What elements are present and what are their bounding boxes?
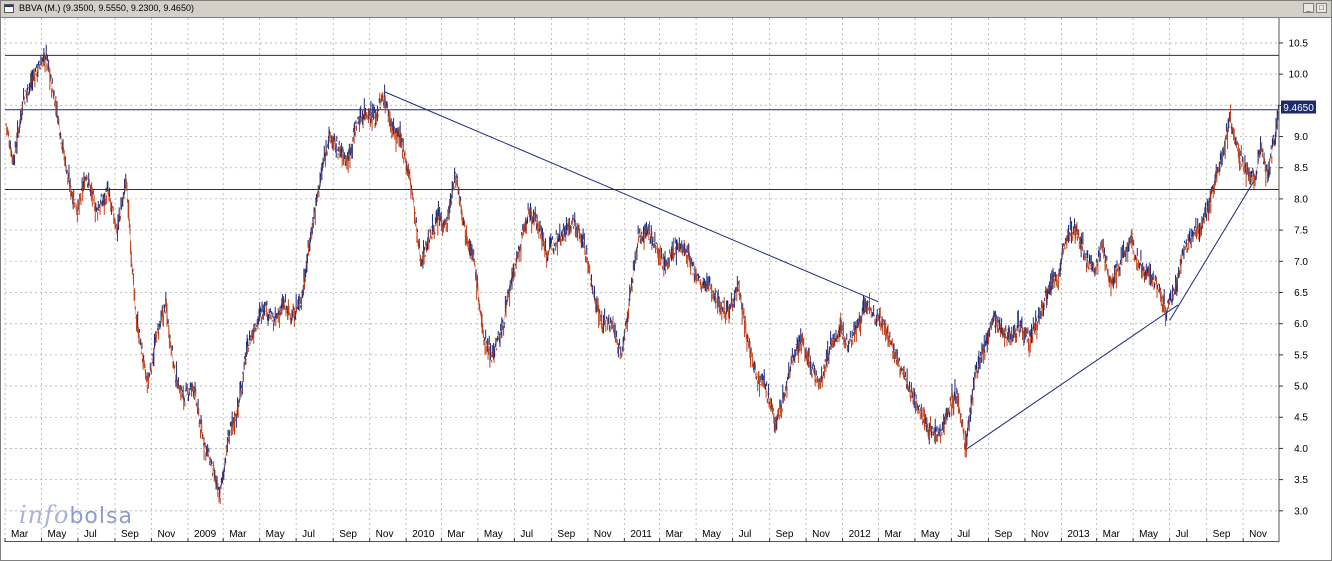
window-title: BBVA (M.) (9.3500, 9.5550, 9.2300, 9.465… [19,3,194,13]
x-tick-label: May [1139,529,1158,540]
minimize-button[interactable]: _ [1303,3,1314,13]
x-tick-label: Sep [121,529,139,540]
price-series [5,44,1280,505]
price-chart[interactable]: 3.0 3.5 4.0 4.5 5.0 5.5 6.0 6.5 7.0 7.5 8.0 8.5 9.0 9… [2,18,1330,544]
x-tick-label: May [921,529,940,540]
window-icon [4,4,14,13]
trendline [1169,179,1255,321]
x-tick-label: Sep [994,529,1012,540]
y-tick-label: 6.0 [1294,319,1308,330]
x-tick-label: Jul [1176,529,1189,540]
y-tick-label: 4.0 [1294,444,1308,455]
x-tick-label: Sep [1213,529,1231,540]
horizontal-levels [5,54,1279,191]
x-tick-label: Nov [1031,529,1049,540]
x-tick-label: Jul [84,529,97,540]
x-tick-label: Jul [957,529,970,540]
x-tick-label: Sep [557,529,575,540]
y-axis: 3.03.54.04.55.05.56.06.57.07.58.08.59.09… [1278,18,1309,542]
maximize-button[interactable]: □ [1316,3,1327,13]
x-tick-label: Sep [339,529,357,540]
chart-svg: 3.0 3.5 4.0 4.5 5.0 5.5 6.0 6.5 7.0 7.5 8.0 8.5 9.0 9… [4,18,1316,544]
y-tick-label: 8.5 [1294,163,1308,174]
x-tick-label: Nov [157,529,175,540]
x-tick-label: 2009 [194,529,217,540]
x-tick-label: 2010 [412,529,435,540]
last-price-marker: 9.4650 [1281,100,1316,114]
x-tick-label: Jul [302,529,315,540]
y-tick-label: 3.5 [1294,475,1308,486]
y-tick-label: 7.0 [1294,257,1308,268]
x-tick-label: 2011 [630,529,652,540]
x-tick-label: Jul [739,529,752,540]
x-tick-label: Mar [229,529,247,540]
x-tick-label: Nov [812,529,830,540]
y-tick-label: 5.0 [1294,382,1308,393]
trendline [965,304,1179,451]
x-axis: Mar May Jul Sep Nov 2009 Mar May Jul Sep Nov 2010 Ma… [4,529,1279,544]
x-tick-label: May [266,529,285,540]
y-tick-label: 10.5 [1289,38,1309,49]
y-tick-label: 6.5 [1294,288,1308,299]
x-tick-label: Nov [594,529,612,540]
trendlines [383,91,1255,451]
y-tick-label: 8.0 [1294,194,1308,205]
x-tick-label: Mar [447,529,465,540]
x-tick-label: May [702,529,721,540]
x-tick-label: 2012 [849,529,872,540]
y-tick-label: 3.0 [1294,506,1308,517]
y-tick-label: 4.5 [1294,413,1308,424]
last-price-box [1281,100,1316,114]
x-tick-label: Jul [520,529,533,540]
grid [4,18,1279,541]
y-tick-label: 5.5 [1294,350,1308,361]
x-tick-label: Nov [1249,529,1267,540]
trendline [383,91,879,303]
y-tick-label: 9.0 [1294,132,1308,143]
title-bar[interactable]: BBVA (M.) (9.3500, 9.5550, 9.2300, 9.465… [1,1,1331,18]
x-tick-label: Sep [776,529,794,540]
x-tick-label: Nov [376,529,394,540]
x-tick-label: Mar [1103,529,1121,540]
y-tick-label: 10.0 [1289,70,1309,81]
x-tick-label: Mar [666,529,684,540]
last-price-label: 9.4650 [1283,103,1314,114]
x-tick-label: Mar [884,529,902,540]
x-tick-label: Mar [11,529,29,540]
price-close-line [5,54,1280,499]
x-tick-label: May [484,529,503,540]
x-tick-label: May [47,529,66,540]
x-tick-label: 2013 [1067,529,1090,540]
y-tick-label: 7.5 [1294,226,1308,237]
infobolsa-logo: infobolsa [19,501,133,529]
